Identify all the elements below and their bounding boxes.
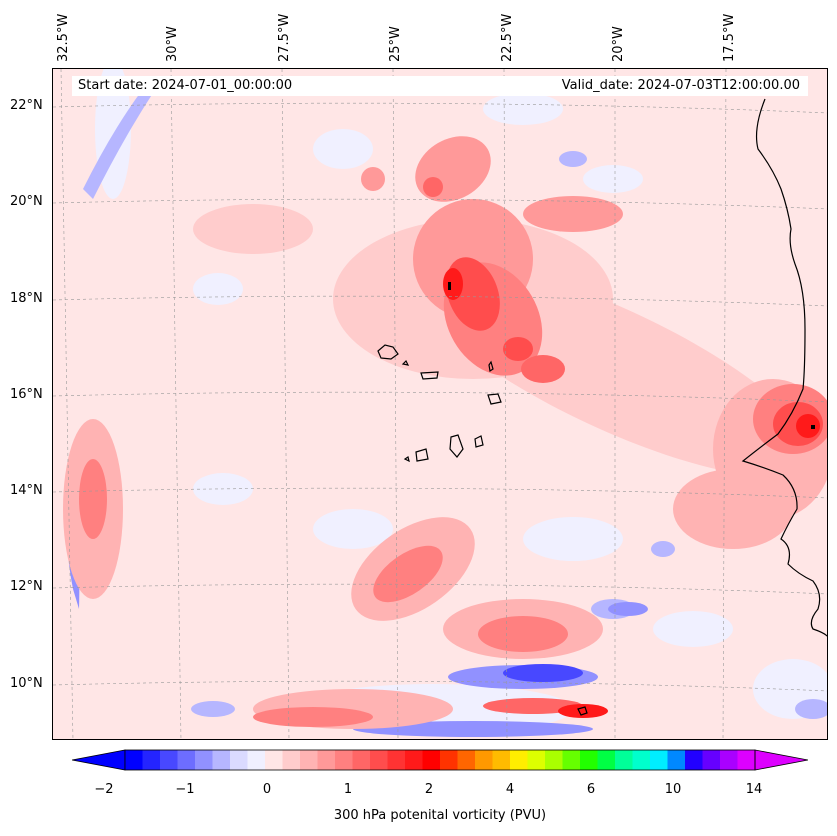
colorbar-cell bbox=[352, 750, 371, 770]
pv-high-patches bbox=[63, 136, 827, 729]
lat-label-14n: 14°N bbox=[10, 483, 43, 498]
lon-label-22-5w: 22.5°W bbox=[500, 13, 515, 62]
colorbar-cell bbox=[177, 750, 196, 770]
colorbar bbox=[72, 749, 808, 771]
pv-field-map bbox=[53, 69, 827, 739]
colorbar-cell bbox=[265, 750, 283, 770]
cape-verde-islands bbox=[377, 344, 588, 716]
colorbar-tick-10: 10 bbox=[664, 782, 682, 797]
colorbar-frame bbox=[124, 749, 756, 771]
colorbar-cell bbox=[405, 750, 423, 770]
colorbar-tick-4: 4 bbox=[505, 782, 515, 797]
lon-label-32-5w: 32.5°W bbox=[56, 13, 71, 62]
colorbar-tick-6: 6 bbox=[586, 782, 596, 797]
colorbar-cell bbox=[527, 750, 546, 770]
colorbar-cell bbox=[702, 750, 721, 770]
colorbar-cell bbox=[475, 750, 493, 770]
colorbar-cell bbox=[247, 750, 266, 770]
colorbar-label: 300 hPa potenital vorticity (PVU) bbox=[333, 808, 547, 823]
colorbar-cell bbox=[195, 750, 213, 770]
lat-label-22n: 22°N bbox=[10, 98, 43, 113]
colorbar-cell bbox=[440, 750, 458, 770]
lon-label-27-5w: 27.5°W bbox=[277, 13, 292, 62]
colorbar-cell bbox=[387, 750, 406, 770]
colorbar-cell bbox=[370, 750, 388, 770]
colorbar-cell bbox=[667, 750, 686, 770]
lat-label-10n: 10°N bbox=[10, 676, 43, 691]
colorbar-cell bbox=[335, 750, 353, 770]
colorbar-cell bbox=[457, 750, 476, 770]
lat-label-20n: 20°N bbox=[10, 194, 43, 209]
colorbar-cell bbox=[492, 750, 511, 770]
colorbar-cell bbox=[580, 750, 598, 770]
colorbar-extend-low bbox=[72, 749, 126, 771]
graticule bbox=[53, 69, 827, 739]
colorbar-cell bbox=[125, 750, 143, 770]
lon-label-20w: 20°W bbox=[611, 26, 626, 62]
colorbar-tick-neg1: −1 bbox=[175, 782, 195, 797]
colorbar-cell bbox=[632, 750, 651, 770]
colorbar-cell bbox=[212, 750, 231, 770]
colorbar-cell bbox=[615, 750, 633, 770]
pv-max-marker-east bbox=[811, 425, 815, 429]
colorbar-cell bbox=[545, 750, 563, 770]
colorbar-cell bbox=[597, 750, 616, 770]
colorbar-tick-neg2: −2 bbox=[94, 782, 114, 797]
start-date-label: Start date: 2024-07-01_00:00:00 bbox=[78, 78, 293, 93]
lon-label-25w: 25°W bbox=[388, 26, 403, 62]
colorbar-cell bbox=[160, 750, 178, 770]
colorbar-extend-high bbox=[754, 749, 808, 771]
colorbar-cell bbox=[282, 750, 301, 770]
colorbar-cell bbox=[685, 750, 703, 770]
colorbar-cell bbox=[317, 750, 336, 770]
colorbar-cell bbox=[142, 750, 161, 770]
pv-max-marker bbox=[448, 282, 451, 290]
colorbar-tick-0: 0 bbox=[262, 782, 272, 797]
colorbar-cell bbox=[230, 750, 248, 770]
colorbar-cell bbox=[650, 750, 668, 770]
colorbar-cell bbox=[720, 750, 738, 770]
colorbar-cell bbox=[562, 750, 581, 770]
date-banner: Start date: 2024-07-01_00:00:00 Valid_da… bbox=[72, 76, 808, 96]
colorbar-cell bbox=[422, 750, 441, 770]
colorbar-tick-2: 2 bbox=[424, 782, 434, 797]
colorbar-tick-1: 1 bbox=[343, 782, 353, 797]
lat-label-16n: 16°N bbox=[10, 387, 43, 402]
colorbar-cell bbox=[510, 750, 528, 770]
lat-label-18n: 18°N bbox=[10, 291, 43, 306]
lat-label-12n: 12°N bbox=[10, 579, 43, 594]
colorbar-cell bbox=[300, 750, 318, 770]
lon-label-17-5w: 17.5°W bbox=[722, 13, 737, 62]
map-panel bbox=[52, 68, 828, 740]
colorbar-cell bbox=[737, 750, 756, 770]
africa-coastline bbox=[741, 98, 827, 637]
valid-date-label: Valid_date: 2024-07-03T12:00:00.00 bbox=[561, 78, 800, 93]
colorbar-tick-14: 14 bbox=[745, 782, 763, 797]
lon-label-30w: 30°W bbox=[165, 26, 180, 62]
